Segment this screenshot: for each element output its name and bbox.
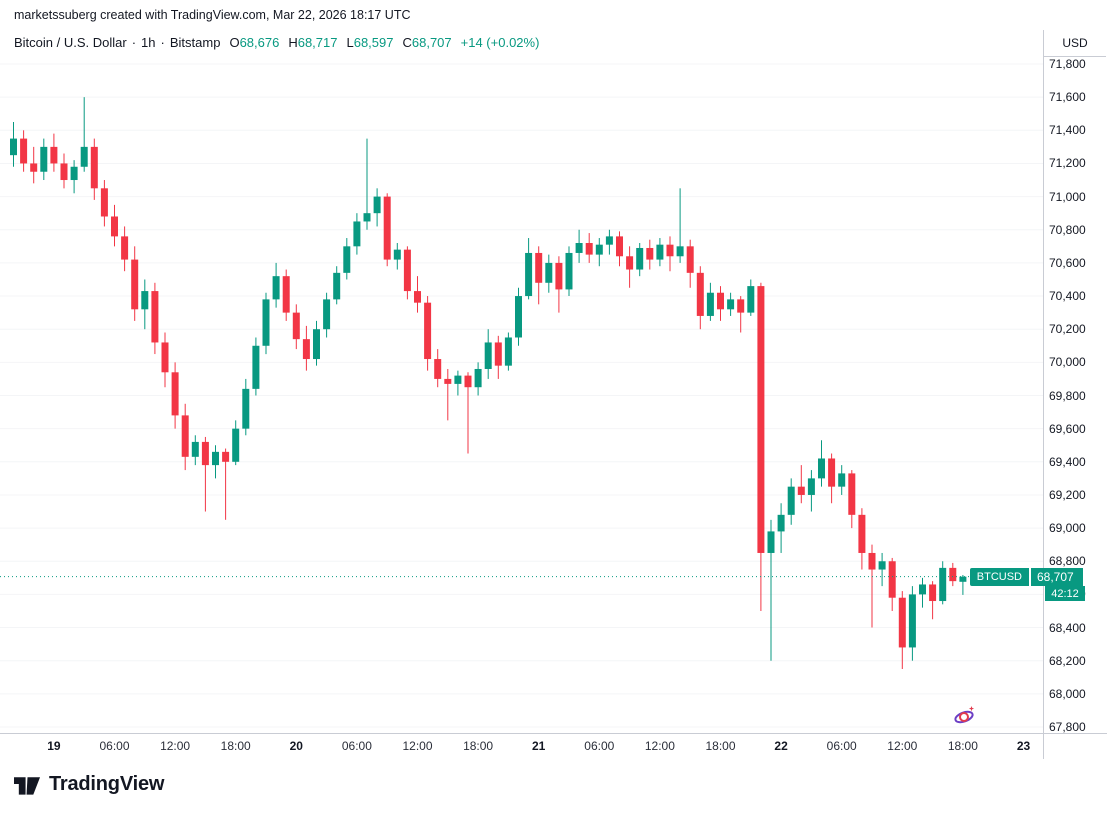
time-axis-label: 12:00 [402,739,433,753]
time-axis-label: 18:00 [947,739,978,753]
price-axis-label: 71,400 [1049,123,1086,138]
time-axis-border [0,733,1107,734]
ohlc-close: C68,707 [402,35,452,50]
price-axis-label: 67,800 [1049,720,1086,734]
price-axis-label: 69,400 [1049,454,1086,469]
tradingview-logo-text: TradingView [49,773,165,795]
price-axis-label: 70,800 [1049,222,1086,237]
separator-dot: · [160,35,165,50]
time-axis-label: 19 [47,739,61,753]
price-axis-label: 69,200 [1049,487,1086,502]
time-axis-label: 21 [532,739,546,753]
price-axis-label: 70,200 [1049,322,1086,337]
price-axis-label: 71,800 [1049,57,1086,71]
time-axis-label: 18:00 [220,739,251,753]
price-axis-label: 68,400 [1049,620,1086,635]
time-axis-label: 06:00 [341,739,372,753]
price-axis-label: 71,600 [1049,90,1086,105]
sticker-icon [950,702,978,730]
symbol-title: Bitcoin / U.S. Dollar [14,35,127,50]
price-tag-price: 68,707 [1031,567,1083,586]
price-tag-symbol: BTCUSD [969,567,1029,586]
price-axis-label: 68,000 [1049,686,1086,701]
time-axis-label: 20 [289,739,303,753]
price-axis-label: 68,200 [1049,653,1086,668]
price-axis-label: 70,000 [1049,355,1086,370]
time-axis-label: 06:00 [584,739,615,753]
ohlc-open: O68,676 [229,35,280,50]
price-change: +14 (+0.02%) [460,35,540,50]
time-axis-label: 12:00 [887,739,918,753]
price-axis-label: 70,600 [1049,255,1086,270]
attribution-text: marketssuberg created with TradingView.c… [14,8,411,22]
time-axis-label: 06:00 [99,739,130,753]
time-axis-label: 06:00 [826,739,857,753]
currency-toggle[interactable]: USD [1044,30,1106,57]
price-axis-label: 70,400 [1049,289,1086,304]
price-axis[interactable]: 71,800 71,600 71,400 71,200 71,000 70,800 70,6… [1044,56,1107,734]
price-axis-label: 69,600 [1049,421,1086,436]
time-axis-label: 22 [774,739,788,753]
separator-dot: · [131,35,137,50]
ohlc-high: H68,717 [288,35,338,50]
tradingview-logo[interactable]: TradingView [14,773,164,796]
price-axis-label: 69,800 [1049,388,1086,403]
interval-label: 1h [141,35,156,50]
price-axis-border [1043,30,1044,759]
time-axis-label: 23 [1016,739,1031,753]
price-axis-label: 71,000 [1049,189,1086,204]
price-tag: BTCUSD 68,707 [969,567,1083,586]
price-axis-label: 69,000 [1049,521,1086,536]
symbol-header: Bitcoin / U.S. Dollar · 1h · Bitstamp O68,676… [14,35,539,50]
time-axis-label: 12:00 [160,739,191,753]
tradingview-logo-icon [14,776,41,795]
price-axis-label: 71,200 [1049,156,1086,171]
time-axis-label: 18:00 [705,739,736,753]
countdown-tag: 42:12 [1045,586,1085,602]
time-axis[interactable]: 19 06:00 12:00 18:00 20 06:00 12:00 18:00 21 06:0… [0,734,1043,759]
ohlc-low: L68,597 [346,35,394,50]
time-axis-label: 18:00 [463,739,494,753]
price-axis-label: 68,800 [1049,554,1086,569]
exchange-label: Bitstamp [169,35,221,50]
time-axis-label: 12:00 [644,739,675,753]
